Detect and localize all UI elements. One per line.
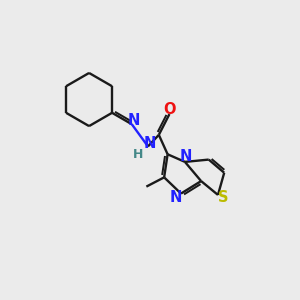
Text: S: S xyxy=(218,190,228,205)
Text: N: N xyxy=(180,149,192,164)
Text: N: N xyxy=(128,112,140,128)
Text: N: N xyxy=(170,190,182,205)
Text: H: H xyxy=(133,148,143,161)
Text: N: N xyxy=(144,136,157,151)
Text: O: O xyxy=(163,102,176,117)
